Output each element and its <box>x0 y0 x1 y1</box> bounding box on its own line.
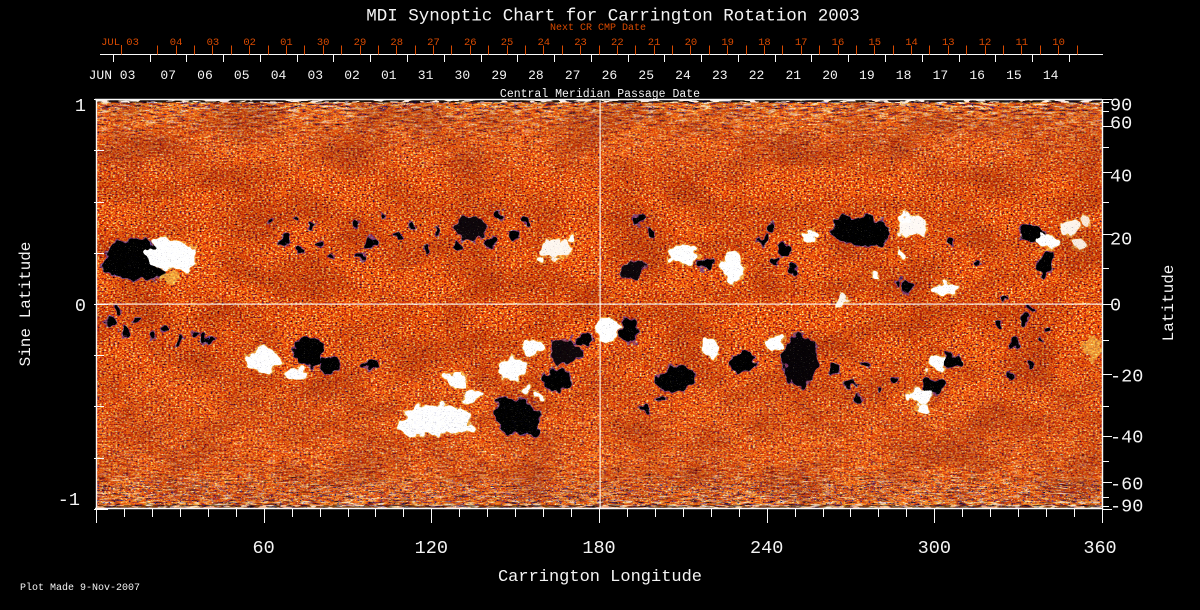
svg-text:28: 28 <box>528 68 544 83</box>
svg-text:29: 29 <box>491 68 507 83</box>
svg-text:120: 120 <box>415 538 448 559</box>
svg-text:23: 23 <box>574 37 587 49</box>
svg-text:29: 29 <box>354 37 367 49</box>
svg-text:0: 0 <box>75 296 86 317</box>
svg-text:-60: -60 <box>1110 474 1143 495</box>
svg-text:-40: -40 <box>1110 427 1143 448</box>
svg-text:Carrington Longitude: Carrington Longitude <box>498 568 702 587</box>
svg-text:21: 21 <box>785 68 801 83</box>
svg-text:07: 07 <box>160 68 176 83</box>
svg-text:03: 03 <box>307 68 323 83</box>
svg-text:20: 20 <box>1110 229 1132 250</box>
svg-text:19: 19 <box>721 37 734 49</box>
svg-text:20: 20 <box>822 68 838 83</box>
svg-text:360: 360 <box>1083 538 1116 559</box>
svg-text:26: 26 <box>602 68 618 83</box>
svg-text:22: 22 <box>749 68 765 83</box>
svg-text:27: 27 <box>427 37 440 49</box>
svg-text:JUL 03: JUL 03 <box>101 37 139 49</box>
svg-text:180: 180 <box>582 538 615 559</box>
svg-text:22: 22 <box>611 37 624 49</box>
svg-text:28: 28 <box>390 37 403 49</box>
svg-text:17: 17 <box>933 68 949 83</box>
svg-text:17: 17 <box>795 37 808 49</box>
svg-text:01: 01 <box>280 37 293 49</box>
svg-text:04: 04 <box>170 37 183 49</box>
svg-text:02: 02 <box>344 68 360 83</box>
svg-text:10: 10 <box>1052 37 1065 49</box>
svg-text:20: 20 <box>685 37 698 49</box>
svg-text:12: 12 <box>979 37 992 49</box>
svg-text:04: 04 <box>271 68 287 83</box>
svg-text:240: 240 <box>750 538 783 559</box>
svg-text:24: 24 <box>675 68 691 83</box>
svg-text:19: 19 <box>859 68 875 83</box>
svg-text:01: 01 <box>381 68 397 83</box>
svg-text:60: 60 <box>253 538 275 559</box>
svg-text:15: 15 <box>1006 68 1022 83</box>
svg-text:30: 30 <box>317 37 330 49</box>
svg-text:25: 25 <box>638 68 654 83</box>
svg-text:40: 40 <box>1110 166 1132 187</box>
svg-text:60: 60 <box>1110 113 1132 134</box>
svg-text:Latitude: Latitude <box>1160 265 1178 342</box>
svg-text:27: 27 <box>565 68 581 83</box>
svg-text:06: 06 <box>197 68 213 83</box>
svg-text:25: 25 <box>501 37 514 49</box>
svg-text:1: 1 <box>75 96 86 117</box>
svg-text:05: 05 <box>234 68 250 83</box>
svg-text:21: 21 <box>648 37 661 49</box>
svg-text:18: 18 <box>758 37 771 49</box>
svg-text:16: 16 <box>832 37 845 49</box>
svg-text:26: 26 <box>464 37 477 49</box>
svg-text:Central Meridian Passage Date: Central Meridian Passage Date <box>500 88 700 101</box>
svg-text:30: 30 <box>455 68 471 83</box>
svg-text:Sine Latitude: Sine Latitude <box>17 242 35 367</box>
svg-text:Plot Made 9-Nov-2007: Plot Made 9-Nov-2007 <box>20 582 140 594</box>
svg-text:14: 14 <box>1043 68 1059 83</box>
svg-text:-90: -90 <box>1110 496 1143 517</box>
svg-text:18: 18 <box>896 68 912 83</box>
svg-text:-20: -20 <box>1110 366 1143 387</box>
svg-text:15: 15 <box>868 37 881 49</box>
svg-text:JUN 03: JUN 03 <box>89 68 136 83</box>
svg-text:31: 31 <box>418 68 434 83</box>
svg-text:90: 90 <box>1110 95 1132 116</box>
svg-text:MDI Synoptic Chart for Carring: MDI Synoptic Chart for Carrington Rotati… <box>366 7 860 27</box>
svg-text:-1: -1 <box>58 490 80 511</box>
svg-text:Next CR CMP Date: Next CR CMP Date <box>550 23 646 34</box>
svg-text:24: 24 <box>537 37 550 49</box>
svg-text:300: 300 <box>918 538 951 559</box>
svg-text:16: 16 <box>969 68 985 83</box>
svg-text:11: 11 <box>1016 37 1029 49</box>
svg-text:13: 13 <box>942 37 955 49</box>
svg-text:03: 03 <box>207 37 220 49</box>
svg-text:14: 14 <box>905 37 918 49</box>
svg-text:23: 23 <box>712 68 728 83</box>
svg-text:02: 02 <box>243 37 256 49</box>
svg-text:0: 0 <box>1110 295 1121 316</box>
